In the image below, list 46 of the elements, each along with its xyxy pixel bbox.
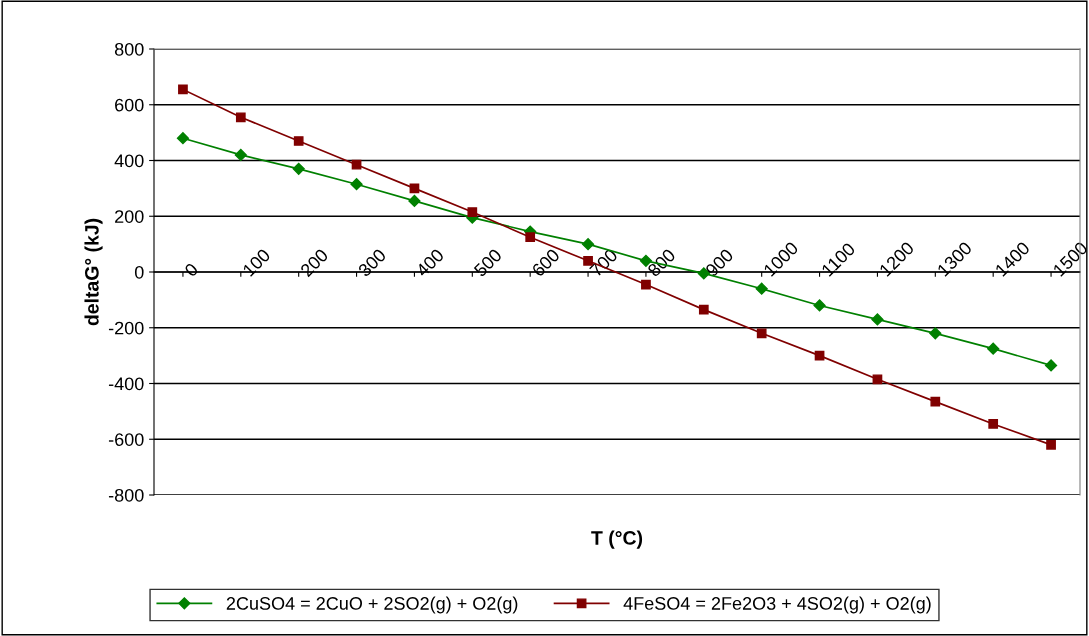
legend-label: 4FeSO4 = 2Fe2O3 + 4SO2(g) + O2(g) [623,596,931,614]
y-tick-label: -400 [108,377,144,391]
legend-label: 2CuSO4 = 2CuO + 2SO2(g) + O2(g) [226,596,518,614]
y-tick-label: 400 [114,154,144,168]
point [872,374,883,385]
y-tick-label: 600 [115,98,144,112]
point [929,327,942,340]
x-tick-label: 0 [183,262,199,278]
point [351,159,362,170]
point [698,304,709,315]
point [930,396,941,407]
y-tick-label: -200 [108,321,144,335]
y-tick-label: 200 [115,210,144,223]
point [813,299,826,312]
x-tick-label: 800 [646,248,677,278]
point [987,342,1000,355]
point [234,148,247,162]
point [350,178,363,191]
x-tick-label: 400 [415,248,445,278]
point [755,282,768,295]
point [525,232,536,243]
point [408,194,421,208]
point [176,132,190,145]
point [581,238,595,251]
x-tick-label: 900 [704,248,734,278]
point [467,207,478,217]
x-tick-label: 200 [299,248,329,278]
point [871,313,884,326]
x-axis-title: T (°C) [591,530,643,549]
x-tick-label: 500 [473,248,503,278]
point [1046,439,1056,450]
point [292,162,305,175]
point [293,136,304,146]
point [235,112,246,123]
y-axis-title: deltaG° (kJ) [84,218,103,326]
x-tick-label: 300 [357,248,387,278]
x-tick-label: 100 [242,248,271,277]
point [988,419,999,429]
point [641,279,651,290]
point [1044,359,1058,372]
y-tick-label: 800 [114,42,144,56]
point [756,328,767,339]
y-tick-label: -600 [108,433,144,446]
x-tick-label: 600 [531,248,561,278]
point [178,84,188,95]
y-tick-label: -800 [108,488,144,502]
